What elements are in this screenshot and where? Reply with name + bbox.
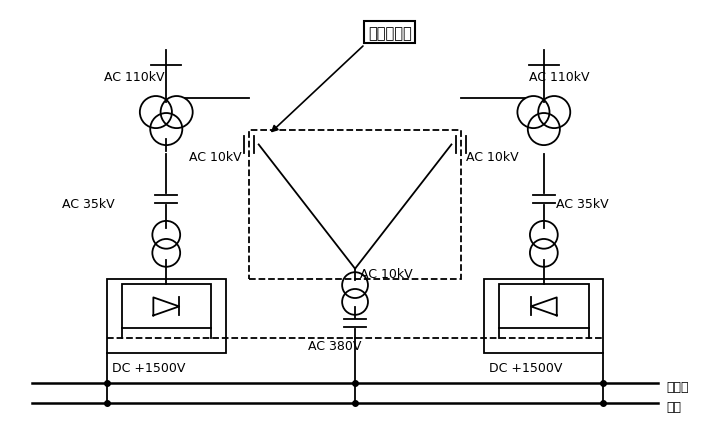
Text: AC 35kV: AC 35kV: [62, 197, 115, 210]
Text: DC +1500V: DC +1500V: [112, 361, 185, 374]
Text: AC 10kV: AC 10kV: [466, 151, 519, 164]
Text: AC 380V: AC 380V: [309, 339, 362, 352]
Bar: [249, 130, 461, 279]
Bar: [499, 284, 589, 329]
Text: AC 35kV: AC 35kV: [556, 197, 608, 210]
Text: 能量路由器: 能量路由器: [368, 26, 412, 41]
Bar: [107, 279, 226, 353]
Bar: [484, 279, 603, 353]
Text: DC +1500V: DC +1500V: [489, 361, 563, 374]
Text: AC 110kV: AC 110kV: [104, 71, 164, 84]
Text: AC 10kV: AC 10kV: [189, 151, 242, 164]
Text: AC 110kV: AC 110kV: [529, 71, 590, 84]
Text: 钉轨: 钉轨: [666, 400, 681, 413]
Text: AC 10kV: AC 10kV: [360, 267, 412, 280]
Text: 接触网: 接触网: [666, 381, 688, 394]
Bar: [121, 284, 211, 329]
